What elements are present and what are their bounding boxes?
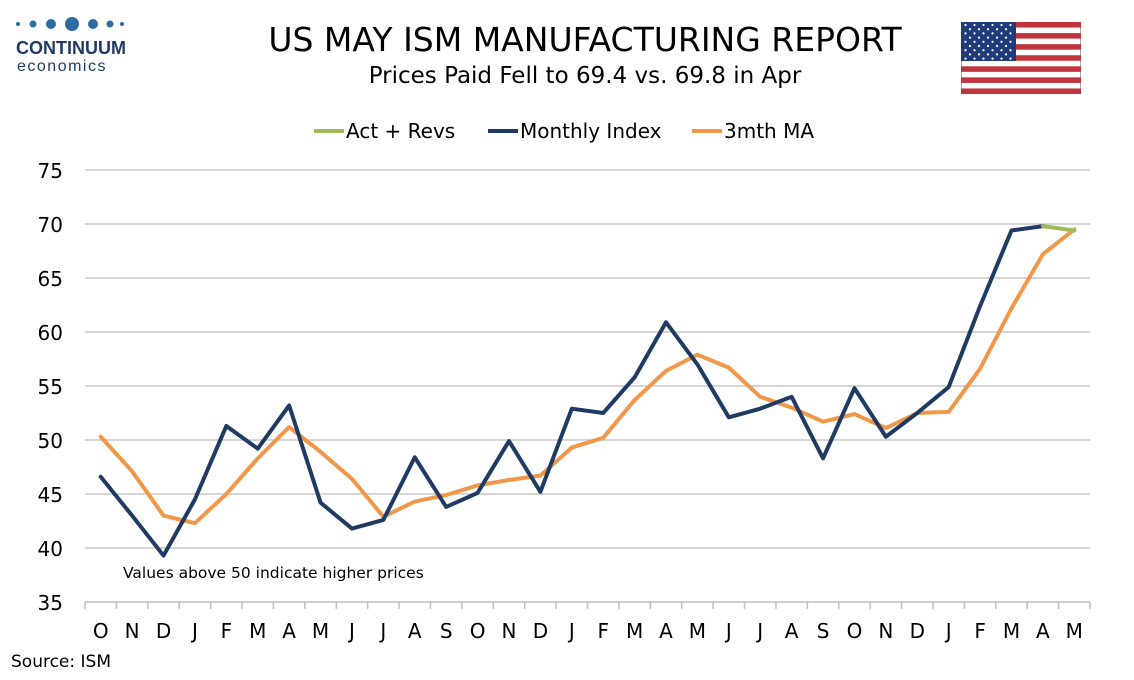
y-tick-label: 50 <box>38 429 63 453</box>
x-tick-label: D <box>533 619 548 643</box>
x-tick-label: J <box>944 619 952 643</box>
logo-tagline: economics <box>17 58 107 75</box>
x-tick-label: O <box>847 619 863 643</box>
y-tick-label: 45 <box>38 483 63 507</box>
logo-wordmark: CONTINUUM <box>16 38 126 58</box>
chart-title: US MAY ISM MANUFACTURING REPORT <box>268 20 902 59</box>
x-tick-label: F <box>974 619 986 643</box>
y-tick-label: 55 <box>38 375 63 399</box>
x-tick-label: N <box>502 619 517 643</box>
x-tick-label: O <box>470 619 486 643</box>
legend-label: 3mth MA <box>724 119 814 143</box>
x-tick-label: N <box>125 619 140 643</box>
x-tick-label: M <box>626 619 643 643</box>
x-tick-label: F <box>221 619 233 643</box>
y-tick-label: 75 <box>38 159 63 183</box>
legend-label: Act + Revs <box>346 119 455 143</box>
x-tick-label: A <box>785 619 799 643</box>
source-note: Source: ISM <box>11 652 111 672</box>
series-line-monthly-index <box>98 224 1045 558</box>
x-tick-label: J <box>567 619 575 643</box>
y-tick-label: 35 <box>38 591 63 615</box>
x-tick-label: M <box>1066 619 1083 643</box>
x-tick-label: M <box>249 619 266 643</box>
x-tick-label: J <box>190 619 198 643</box>
x-tick-label: A <box>1036 619 1050 643</box>
x-tick-label: S <box>817 619 830 643</box>
x-tick-label: M <box>312 619 329 643</box>
x-tick-label: O <box>93 619 109 643</box>
x-tick-label: A <box>408 619 422 643</box>
x-tick-label: A <box>282 619 296 643</box>
x-tick-label: M <box>1003 619 1020 643</box>
x-tick-label: S <box>440 619 453 643</box>
x-tick-label: A <box>659 619 673 643</box>
x-tick-label: J <box>347 619 355 643</box>
logo-dots-icon <box>16 17 124 31</box>
series-line-act-revs <box>1040 224 1077 233</box>
x-tick-label: F <box>597 619 609 643</box>
y-tick-label: 60 <box>38 321 63 345</box>
us-flag-icon <box>961 22 1081 94</box>
x-tick-label: D <box>910 619 925 643</box>
x-tick-label: J <box>378 619 386 643</box>
x-tick-label: J <box>755 619 763 643</box>
legend-label: Monthly Index <box>520 119 662 143</box>
x-tick-label: N <box>878 619 893 643</box>
x-tick-label: D <box>156 619 171 643</box>
chart-annotation: Values above 50 indicate higher prices <box>123 564 424 582</box>
series-line-3mth-ma <box>98 227 1077 526</box>
x-tick-label: M <box>689 619 706 643</box>
chart-subtitle: Prices Paid Fell to 69.4 vs. 69.8 in Apr <box>368 63 802 89</box>
y-tick-label: 40 <box>38 537 63 561</box>
x-tick-label: J <box>724 619 732 643</box>
y-tick-label: 65 <box>38 267 63 291</box>
y-tick-label: 70 <box>38 213 63 237</box>
